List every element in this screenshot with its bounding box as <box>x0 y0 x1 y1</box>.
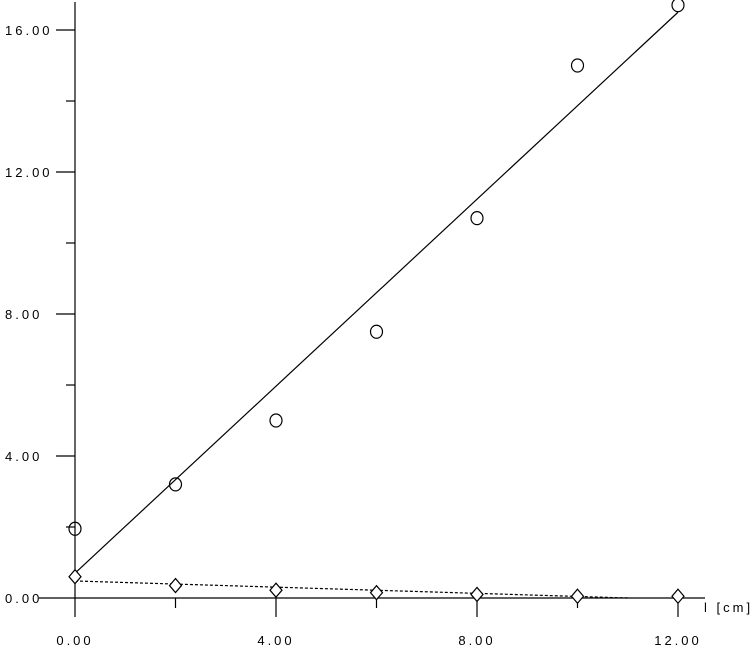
marks <box>68 0 685 605</box>
fit-line-series-1 <box>74 11 679 574</box>
diamond-point <box>470 586 484 603</box>
x-tick-label: 4.00 <box>257 633 294 648</box>
circle-point <box>671 0 685 13</box>
diamond-point <box>369 584 384 601</box>
x-tick-label: 0.00 <box>56 633 93 648</box>
circle-point <box>470 211 484 226</box>
diamond-point <box>68 568 82 585</box>
fit-line-series-2 <box>74 580 628 599</box>
x-axis-label: l [cm] <box>704 600 753 615</box>
x-tick-label: 8.00 <box>458 633 495 648</box>
circle-point <box>269 413 283 428</box>
circle-point <box>168 477 183 492</box>
diamond-point <box>570 588 585 605</box>
diamond-point <box>168 577 183 594</box>
y-tick-label: 4.00 <box>5 449 42 464</box>
circle-point <box>570 58 585 73</box>
diamond-point <box>269 582 283 599</box>
y-tick-label: 8.00 <box>5 307 42 322</box>
y-tick-label: 12.00 <box>5 165 53 180</box>
y-tick-label: 16.00 <box>5 23 53 38</box>
y-tick-label: 0.00 <box>5 591 42 606</box>
axes: 0.00 4.00 8.00 12.00 0.00 4.00 8.00 12.00 16.00 <box>5 2 705 648</box>
x-tick-label: 12.00 <box>654 633 702 648</box>
diamond-point <box>671 588 685 605</box>
circle-point <box>369 324 384 339</box>
circle-point <box>68 521 82 536</box>
